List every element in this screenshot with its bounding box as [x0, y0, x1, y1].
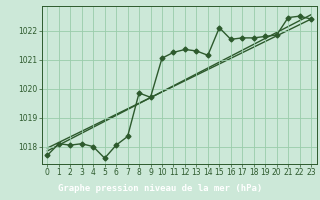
Text: Graphe pression niveau de la mer (hPa): Graphe pression niveau de la mer (hPa) [58, 184, 262, 193]
